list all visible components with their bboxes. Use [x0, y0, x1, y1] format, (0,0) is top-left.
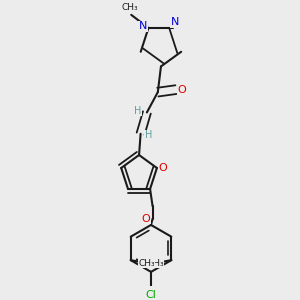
Text: CH₃: CH₃ — [138, 259, 154, 268]
Text: O: O — [141, 214, 150, 224]
Text: CH₃: CH₃ — [147, 259, 164, 268]
Text: H: H — [134, 106, 142, 116]
Text: O: O — [178, 85, 187, 94]
Text: Cl: Cl — [146, 290, 157, 300]
Text: N: N — [171, 17, 179, 27]
Text: N: N — [139, 21, 147, 32]
Text: O: O — [159, 163, 167, 173]
Text: H: H — [145, 130, 152, 140]
Text: CH₃: CH₃ — [122, 4, 138, 13]
